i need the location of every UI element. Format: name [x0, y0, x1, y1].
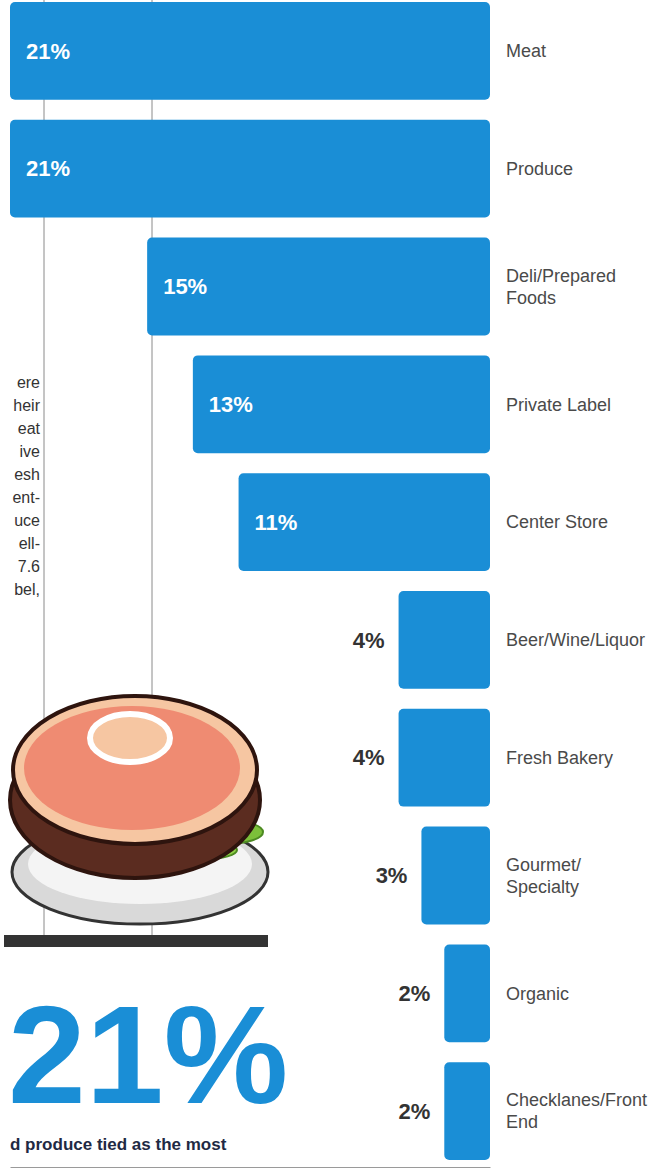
category-label: Beer/Wine/Liquor — [506, 630, 645, 650]
data-label: 2% — [398, 981, 430, 1006]
column-text-line: ent- — [12, 489, 40, 506]
category-label-line: Foods — [506, 288, 556, 308]
axis-line — [11, 1167, 491, 1168]
category-labels: Meat Produce Deli/PreparedFoods Private Lab… — [506, 41, 647, 1132]
column-text-line: ere — [17, 374, 40, 391]
steak-illustration — [4, 696, 268, 947]
column-text-line: 7.6 — [18, 558, 40, 575]
category-label-line: Organic — [506, 984, 569, 1004]
data-label: 3% — [376, 863, 408, 888]
category-label-line: Produce — [506, 159, 573, 179]
data-labels: 21% 21% 15% 13% 11% 4% 4% 3% 2% 2% — [26, 39, 430, 1124]
category-label-line: Gourmet/ — [506, 855, 581, 875]
category-label: Organic — [506, 984, 569, 1004]
category-label-line: Fresh Bakery — [506, 748, 613, 768]
big-number: 21% — [8, 976, 288, 1133]
data-label: 15% — [163, 274, 207, 299]
column-text-line: uce — [14, 512, 40, 529]
data-label: 2% — [398, 1099, 430, 1124]
steak-meat — [24, 706, 240, 830]
bar — [399, 591, 490, 689]
category-label: Private Label — [506, 395, 611, 415]
column-text: ere heir eat ive esh ent-uce ell- 7.6 bel, — [12, 374, 40, 598]
bar — [147, 238, 490, 336]
annotations: 21% d produce tied as the most — [8, 976, 288, 1154]
category-label-line: Specialty — [506, 877, 579, 897]
bar — [193, 355, 490, 453]
bar — [444, 1062, 490, 1160]
category-label-line: Meat — [506, 41, 546, 61]
column-text-line: ell- — [19, 535, 40, 552]
category-label: Meat — [506, 41, 546, 61]
category-label-line: Center Store — [506, 512, 608, 532]
chart: ereheireativeeshent-uceell-7.6bel,21%21%… — [0, 0, 661, 1175]
divider — [4, 935, 268, 947]
data-label: 21% — [26, 156, 70, 181]
x-axis — [11, 1167, 491, 1168]
bar — [444, 944, 490, 1042]
data-label: 21% — [26, 39, 70, 64]
category-label-line: End — [506, 1112, 538, 1132]
bar — [10, 2, 490, 100]
data-label: 13% — [209, 392, 253, 417]
caption: d produce tied as the most — [10, 1135, 227, 1154]
category-label-line: Checklanes/Front — [506, 1090, 647, 1110]
data-label: 4% — [353, 628, 385, 653]
category-label-line: Beer/Wine/Liquor — [506, 630, 645, 650]
steak-fat — [13, 696, 257, 844]
data-label: 4% — [353, 745, 385, 770]
bone — [90, 714, 170, 762]
category-label-line: Deli/Prepared — [506, 266, 616, 286]
bar — [239, 473, 490, 571]
category-label-line: Private Label — [506, 395, 611, 415]
column-text-line: heir — [13, 397, 40, 414]
column-text-line: bel, — [14, 581, 40, 598]
bar — [10, 120, 490, 218]
category-label: Deli/PreparedFoods — [506, 266, 616, 308]
category-label: Gourmet/Specialty — [506, 855, 581, 897]
column-text-line: eat — [18, 420, 41, 437]
column-text-line: esh — [14, 466, 40, 483]
column-text-line: ive — [20, 443, 41, 460]
category-label: Produce — [506, 159, 573, 179]
category-label: Fresh Bakery — [506, 748, 613, 768]
category-label: Checklanes/FrontEnd — [506, 1090, 647, 1132]
category-label: Center Store — [506, 512, 608, 532]
data-label: 11% — [255, 510, 298, 535]
bar — [421, 827, 490, 925]
bar — [399, 709, 490, 807]
